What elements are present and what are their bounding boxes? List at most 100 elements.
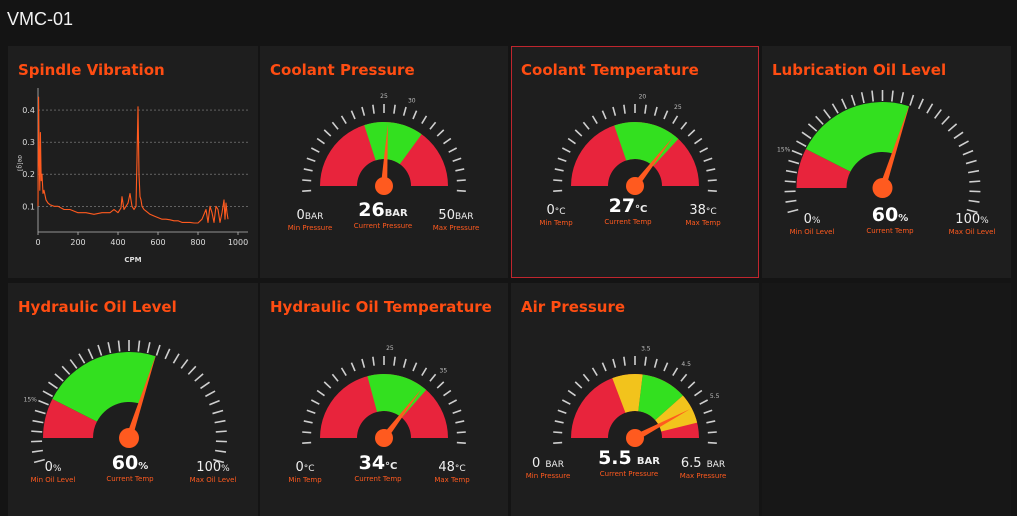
gauge-tick <box>97 344 103 356</box>
gauge-tick <box>561 399 571 405</box>
gauge-tick <box>69 359 78 369</box>
gauge-needle-hub <box>375 429 393 447</box>
machine-title: VMC-01 <box>7 9 74 29</box>
gauge-tick <box>850 94 856 106</box>
spindle-vibration-chart: 0.1 0.2 0.3 0.4 0 200 400 600 800 1000 CPM σe[g] <box>16 88 248 264</box>
gauge-tick <box>443 389 452 397</box>
gauge-tick <box>436 381 445 389</box>
min-value: 0 <box>803 212 812 227</box>
gauge-tick <box>31 449 44 453</box>
gauge-tick <box>784 180 796 183</box>
gauge-tick <box>801 131 812 140</box>
x-tick-label: 200 <box>70 238 85 247</box>
gauge-tick <box>926 103 934 114</box>
gauge-tick <box>967 169 980 174</box>
gauge-tick <box>958 140 969 148</box>
current-caption: Current Pressure <box>599 470 659 478</box>
gauge-needle <box>633 409 690 441</box>
gauge-tick <box>448 399 458 405</box>
coolant-pressure-gauge: 25 30 <box>302 93 466 195</box>
panel-title: Spindle Vibration <box>18 61 165 79</box>
gauge-tick <box>38 399 49 406</box>
max-unit: % <box>980 216 989 226</box>
current-caption: Current Temp <box>354 475 402 483</box>
min-unit: BAR <box>545 460 564 470</box>
gauge-scale-label: 25 <box>380 93 388 100</box>
gauge-tick <box>823 109 831 119</box>
y-axis-label: σe[g] <box>16 155 23 171</box>
gauge-tick <box>31 430 43 433</box>
gauge-tick <box>306 157 316 163</box>
gauge-tick <box>672 367 679 376</box>
max-value: 100 <box>196 460 222 475</box>
max-value: 50 <box>438 208 455 223</box>
hydraulic-oil-temperature-gauge: 25 35 <box>302 345 466 447</box>
hydraulic-oil-level-gauge: 15% <box>24 340 227 464</box>
min-readout: 0% Min Oil Level <box>31 458 76 484</box>
gauge-tick <box>350 110 356 120</box>
gauge-needle <box>125 354 157 439</box>
gauge-scale-label: 35 <box>440 367 448 374</box>
gauge-tick <box>612 106 617 116</box>
gauge-tick <box>303 168 313 172</box>
gauge-tick <box>909 94 915 106</box>
gauge-tick <box>703 157 713 163</box>
hydraulic-oil-temperature-panel[interactable]: Hydraulic Oil Temperature 25 35 0°C Min T… <box>260 283 508 516</box>
gauge-tick <box>707 179 717 182</box>
max-readout: 50BAR Max Pressure <box>433 206 480 232</box>
gauge-tick <box>582 373 590 382</box>
coolant-pressure-panel[interactable]: Coolant Pressure 25 30 0BAR Min Pressure … <box>260 46 508 278</box>
air-pressure-panel[interactable]: Air Pressure 3.5 4.5 5.5 0 BAR Min Pressur… <box>511 283 759 516</box>
lubrication-oil-level-panel[interactable]: Lubrication Oil Level 15% 0% Min Oil Lev… <box>762 46 1011 278</box>
gauge-tick <box>891 90 894 102</box>
vibration-series-line <box>37 96 229 224</box>
min-value: 0 <box>296 208 305 223</box>
gauge-tick <box>785 169 798 174</box>
max-value: 38 <box>689 203 706 218</box>
gauge-tick <box>456 179 466 182</box>
gauge-tick <box>815 115 824 125</box>
gauge-scale-label: 15% <box>777 147 791 154</box>
coolant-temperature-panel[interactable]: Coolant Temperature 20 25 0°C Min Temp 27… <box>511 46 759 278</box>
min-readout: 0°C Min Temp <box>288 458 321 484</box>
gauge-tick <box>452 157 462 163</box>
current-unit: °C <box>385 461 398 472</box>
gauge-tick <box>412 110 418 120</box>
min-unit: °C <box>554 207 566 217</box>
gauge-tick <box>694 389 703 397</box>
gauge-green-band <box>364 122 422 165</box>
gauge-tick <box>962 149 974 156</box>
gauge-tick <box>456 189 466 192</box>
min-unit: BAR <box>304 212 324 222</box>
gauge-tick <box>429 121 437 130</box>
gauge-needle-hub <box>626 177 644 195</box>
min-readout: 0BAR Min Pressure <box>288 206 333 232</box>
gauge-tick <box>623 104 626 114</box>
min-value: 0 <box>546 203 555 218</box>
gauge-tick <box>680 373 688 382</box>
gauge-tick <box>393 356 396 366</box>
gauge-tick <box>947 123 958 132</box>
gauge-tick <box>941 115 950 125</box>
gauge-tick <box>448 147 458 153</box>
y-tick-label: 0.4 <box>22 106 35 115</box>
current-value: 60 <box>871 204 899 226</box>
hydraulic-oil-level-panel[interactable]: Hydraulic Oil Level 15% 0% Min Oil Level… <box>8 283 258 516</box>
gauge-tick <box>707 189 717 192</box>
max-value: 6.5 <box>680 456 702 471</box>
gauge-green-band <box>367 374 427 418</box>
gauge-tick <box>200 381 210 390</box>
gauge-tick <box>402 358 407 368</box>
gauge-needle <box>632 137 674 188</box>
gauge-tick <box>194 373 204 382</box>
gauge-tick <box>917 98 924 110</box>
min-value: 0 <box>44 460 53 475</box>
max-caption: Max Pressure <box>432 224 480 232</box>
gauge-tick <box>601 110 607 120</box>
gauge-tick <box>361 106 366 116</box>
min-caption: Min Pressure <box>525 472 571 480</box>
gauge-red-band <box>43 398 97 438</box>
spindle-vibration-panel[interactable]: Spindle Vibration 0.1 0.2 0.3 0.4 0 200 400 600… <box>8 46 258 278</box>
gauge-tick <box>117 340 121 352</box>
gauge-tick <box>316 389 325 397</box>
